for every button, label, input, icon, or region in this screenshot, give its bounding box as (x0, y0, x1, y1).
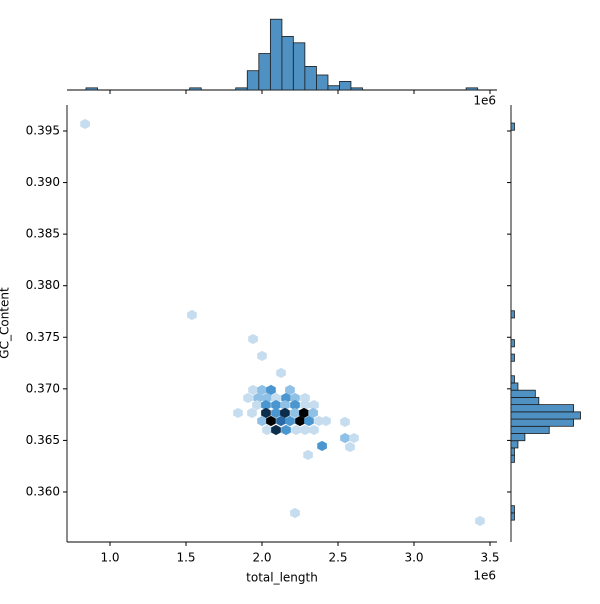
right-hist-bar (510, 440, 519, 449)
right-hist-bar (510, 339, 515, 348)
x-offset-label: 1e6 (473, 569, 496, 583)
top-hist-bar (235, 87, 248, 91)
hex-cell (300, 392, 310, 404)
hex-cell (300, 399, 310, 411)
hex-cell (309, 424, 319, 436)
right-hist-bar (510, 512, 515, 521)
hex-cell (308, 407, 318, 419)
right-hist-bar (510, 404, 574, 413)
y-tick-label: 0.380 (26, 278, 60, 292)
y-tick-label: 0.390 (26, 175, 60, 189)
hex-cell (248, 384, 258, 396)
right-hist-bar (510, 505, 515, 514)
top-hist-bar (281, 35, 294, 91)
top-hist-bar (85, 87, 98, 91)
hex-cell (266, 384, 276, 396)
hex-cell (290, 392, 300, 404)
top-hist-bar (327, 85, 340, 91)
hex-cell (340, 432, 350, 444)
hex-cell (290, 399, 300, 411)
hex-cell (261, 407, 271, 419)
right-hist-bar (510, 389, 536, 398)
hex-cell (276, 415, 286, 427)
right-hist-bar (510, 310, 515, 319)
top-hist-bar (292, 42, 306, 91)
hex-cell (281, 424, 291, 436)
right-hist-bar (510, 353, 515, 362)
hex-cell (280, 407, 290, 419)
right-hist-bar (510, 382, 519, 391)
hex-cell (252, 399, 262, 411)
y-axis-label: GC_Content (0, 287, 12, 359)
hex-cell (247, 407, 257, 419)
hex-cell (280, 399, 290, 411)
hex-cell (271, 424, 281, 436)
top-hist-bar (246, 70, 260, 91)
top-offset-label: 1e6 (473, 94, 496, 108)
x-tick-label: 2.0 (252, 551, 271, 565)
hex-cell (266, 415, 276, 427)
hex-cell (291, 424, 301, 436)
hex-cell (475, 515, 485, 527)
hex-cell (303, 449, 313, 461)
top-hist-bar (316, 74, 329, 91)
y-tick-label: 0.365 (26, 433, 60, 447)
x-tick-label: 2.5 (328, 551, 347, 565)
hex-cell (80, 118, 90, 130)
hex-cell (290, 407, 300, 419)
right-hist-bar (510, 396, 540, 406)
hex-cell (321, 415, 331, 427)
y-tick-label: 0.395 (26, 123, 60, 137)
top-hist-bar (189, 87, 202, 91)
x-tick-label: 3.0 (404, 551, 423, 565)
hex-cell (345, 441, 355, 453)
hex-cell (262, 424, 272, 436)
hex-cell (257, 350, 267, 362)
x-tick-label: 1.5 (176, 551, 195, 565)
top-hist-bar (465, 87, 479, 91)
right-hist-bar (510, 433, 526, 442)
right-hist-bar (510, 454, 515, 463)
right-hist-bar (510, 122, 515, 131)
right-hist-bar (510, 418, 574, 427)
top-hist-bar (304, 66, 317, 91)
hex-cell (243, 392, 253, 404)
top-hist-bar (269, 18, 283, 91)
y-tick-label: 0.370 (26, 381, 60, 395)
hex-cell (285, 415, 295, 427)
top-hist-bar (350, 87, 363, 91)
y-tick-label: 0.360 (26, 484, 60, 498)
right-hist-bar (510, 411, 581, 420)
right-hist-bar (510, 375, 515, 384)
hex-cell (276, 367, 286, 379)
hex-cell (290, 507, 300, 519)
hex-cell (309, 399, 319, 411)
hex-cell (285, 384, 295, 396)
top-hist-bar (339, 81, 352, 91)
x-axis-label: total_length (246, 571, 318, 585)
y-tick-label: 0.385 (26, 227, 60, 241)
hex-cell (340, 416, 350, 428)
hex-cell (295, 415, 305, 427)
hex-cell (248, 333, 258, 345)
hex-cell (261, 399, 271, 411)
x-tick-label: 1.0 (100, 551, 119, 565)
hex-cell (300, 424, 310, 436)
top-hist-bar (258, 53, 271, 91)
y-tick-label: 0.375 (26, 330, 60, 344)
hex-cell (271, 407, 281, 419)
hex-cell (233, 407, 243, 419)
right-hist-bar (510, 425, 550, 434)
hex-cell (317, 440, 327, 452)
hex-cell (257, 415, 267, 427)
right-hist-bar (510, 447, 515, 456)
x-tick-label: 3.5 (480, 551, 499, 565)
hex-cell (304, 415, 314, 427)
hex-cell (271, 392, 281, 404)
hex-cell (187, 309, 197, 321)
hex-cell (349, 432, 359, 444)
